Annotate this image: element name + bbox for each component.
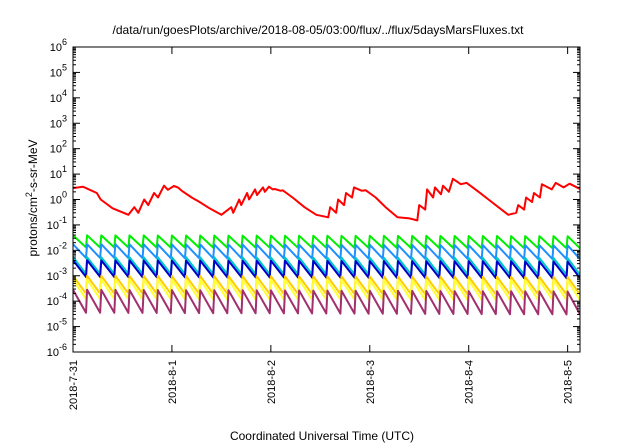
y-tick-label: 10-4 xyxy=(47,291,67,308)
y-tick-label: 105 xyxy=(50,62,67,79)
series-layer xyxy=(73,177,580,316)
y-tick-label: 104 xyxy=(50,88,67,105)
y-axis-label-part-1: protons/cm xyxy=(26,197,40,256)
y-tick-label: 10-3 xyxy=(47,266,67,283)
y-tick-label: 103 xyxy=(50,113,67,130)
y-tick-label: 106 xyxy=(50,37,67,54)
tick-layer: 10-6 10-5 10-4 10-3 10-2 10-1 100 101 102 103 104 1… xyxy=(47,37,580,410)
y-tick-label: 102 xyxy=(50,139,67,156)
x-tick-label: 2018-8-2 xyxy=(266,360,278,404)
y-tick-label: 10-1 xyxy=(47,215,67,232)
y-axis-label: protons/cm2-s-sr-MeV xyxy=(24,139,40,256)
y-axis-label-part-2: -s-sr-MeV xyxy=(26,139,40,192)
series-line-3 xyxy=(73,243,580,261)
y-axis-label-superscript: 2 xyxy=(24,192,34,197)
x-tick-label: 2018-7-31 xyxy=(68,360,80,410)
y-tick-label: 10-5 xyxy=(47,317,67,334)
y-tick-label: 10-2 xyxy=(47,240,67,257)
y-tick-label: 10-6 xyxy=(47,342,67,359)
x-axis-label: Coordinated Universal Time (UTC) xyxy=(230,429,414,443)
y-tick-label: 101 xyxy=(50,164,67,181)
y-tick-label: 100 xyxy=(50,190,67,207)
chart-title: /data/run/goesPlots/archive/2018-08-05/0… xyxy=(113,23,525,37)
x-tick-label: 2018-8-3 xyxy=(365,360,377,404)
x-tick-label: 2018-8-1 xyxy=(167,360,179,404)
x-tick-label: 2018-8-5 xyxy=(563,360,575,404)
x-tick-label: 2018-8-4 xyxy=(464,360,476,404)
series-line-5 xyxy=(73,259,580,280)
series-line-8 xyxy=(73,288,580,316)
series-line-1 xyxy=(73,177,580,222)
